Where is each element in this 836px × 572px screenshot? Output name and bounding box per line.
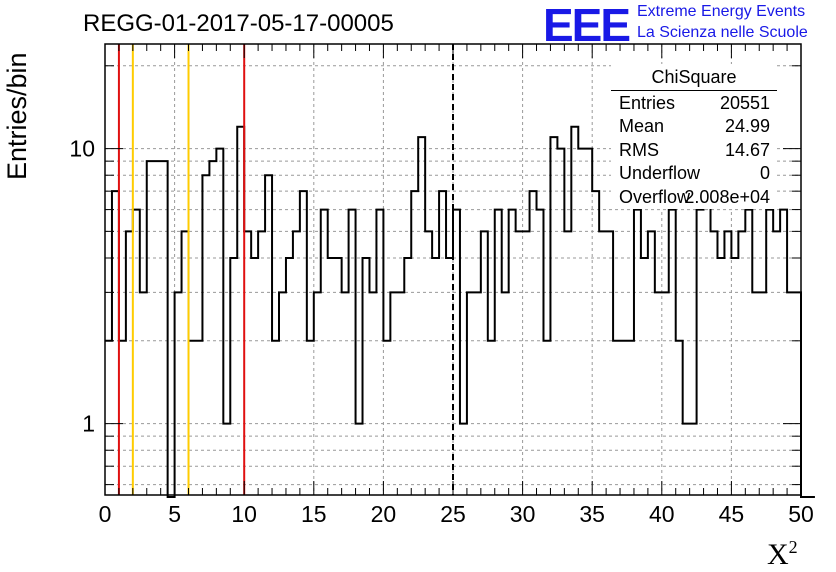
x-tick-label: 40 — [649, 501, 675, 527]
x-tick-label: 35 — [579, 501, 605, 527]
axis-ticks: 0 5 10 15 20 25 30 35 40 45 50 1 10 — [69, 44, 814, 527]
stats-value: 0 — [759, 163, 770, 183]
stats-label: Mean — [619, 116, 665, 136]
y-tick-label: 10 — [69, 136, 95, 162]
stats-label: Overflow — [619, 186, 691, 207]
stats-value: 14.67 — [724, 139, 770, 160]
stats-row-underflow: Underflow 0 — [611, 162, 777, 186]
stats-label: Entries — [619, 92, 676, 113]
x-axis-label-superscript: 2 — [788, 537, 798, 557]
logo-line-1: Extreme Energy Events — [637, 3, 806, 20]
y-axis-label: Entries/bin — [2, 52, 32, 180]
stats-title: ChiSquare — [611, 64, 777, 91]
x-tick-label: 20 — [371, 501, 397, 527]
y-tick-label: 1 — [82, 411, 95, 437]
stats-label: RMS — [619, 139, 659, 160]
x-tick-label: 45 — [719, 501, 745, 527]
x-tick-label: 15 — [301, 501, 327, 527]
x-tick-label: 5 — [168, 501, 181, 527]
x-tick-label: 10 — [231, 501, 257, 527]
x-axis-label-base: X — [767, 538, 789, 571]
stats-label: Underflow — [619, 163, 701, 183]
x-tick-label: 50 — [788, 501, 814, 527]
chart-title: REGG-01-2017-05-17-00005 — [83, 10, 394, 37]
histogram-line — [105, 125, 815, 498]
cut-markers — [117, 44, 454, 495]
stats-row-rms: RMS 14.67 — [611, 139, 777, 163]
stats-row-mean: Mean 24.99 — [611, 115, 777, 139]
eee-logo: EEE — [543, 0, 631, 51]
x-tick-label: 0 — [99, 501, 112, 527]
stats-box: ChiSquare Entries 20551 Mean 24.99 RMS 14.6… — [611, 64, 777, 209]
x-axis-label: X2 — [767, 537, 798, 572]
stats-value: 24.99 — [724, 116, 770, 136]
stats-value: 2.008e+04 — [684, 186, 770, 207]
x-tick-label: 30 — [510, 501, 536, 527]
stats-value: 20551 — [719, 92, 770, 113]
logo-line-2: La Scienza nelle Scuole — [637, 24, 808, 41]
histogram — [105, 125, 815, 498]
stats-row-entries: Entries 20551 — [611, 92, 777, 116]
x-tick-label: 25 — [440, 501, 466, 527]
stats-row-overflow: Overflow 2.008e+04 — [611, 186, 777, 210]
